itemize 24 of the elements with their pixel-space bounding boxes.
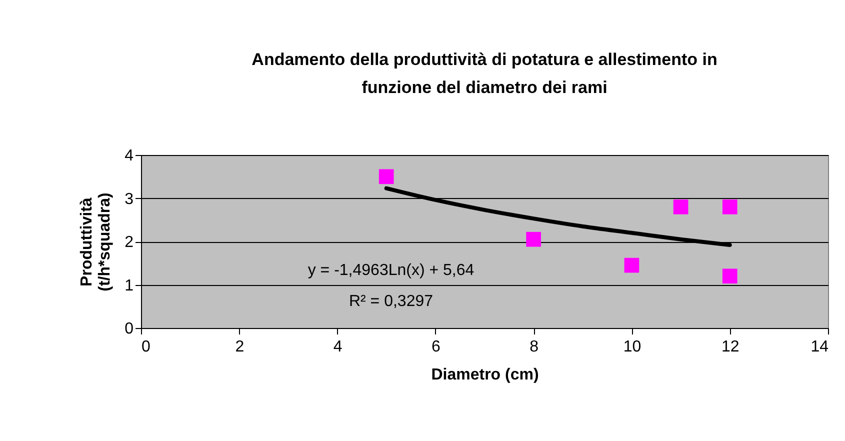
y-tick-label: 0 [124,320,134,338]
x-axis-title: Diametro (cm) [431,366,539,384]
chart-title: Andamento della produttività di potatura e allestimento in funzione del diametro dei rami [252,50,718,97]
point [673,199,688,214]
y-axis-title: Produttività (t/h*squadra) [78,192,114,292]
x-tick-label: 6 [431,338,440,356]
point [722,199,738,214]
y-tick-label: 4 [124,148,134,164]
y-tick-label: 1 [124,277,134,294]
x-tick-label: 2 [235,338,244,356]
y-tick-label: 3 [124,190,134,208]
point [722,268,738,284]
x-tick-label: 4 [333,338,342,356]
annotation: y = -1,4963Ln(x) + 5,64 [308,262,474,279]
point [526,232,541,247]
point [378,169,394,184]
x-tick-label: 10 [623,338,642,356]
y-tick-label: 2 [124,234,134,251]
x-tick-label: 0 [142,338,150,356]
x-tick-label: 8 [530,338,539,356]
x-tick-label: 14 [810,338,829,356]
annotation: R² = 0,3297 [348,293,434,310]
point [624,258,640,273]
x-tick-label: 12 [721,338,740,356]
